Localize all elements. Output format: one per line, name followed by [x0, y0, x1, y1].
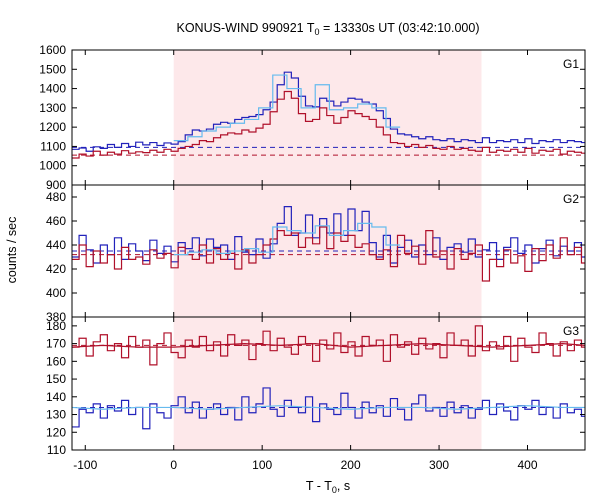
series-red-line: [72, 90, 585, 159]
series-light-blue-line: [72, 405, 585, 410]
panel-frame: [71, 316, 586, 451]
series-red-line: [72, 325, 585, 366]
y-tick-label: 170: [46, 337, 66, 351]
y-tick-label: 420: [46, 262, 66, 276]
panel-label: G2: [563, 192, 579, 206]
y-tick-label: 1500: [39, 62, 66, 76]
series-light-blue-line: [173, 222, 401, 256]
y-tick-label: 180: [46, 319, 66, 333]
y-tick-label: 1000: [39, 159, 66, 173]
y-tick-label: 140: [46, 390, 66, 404]
y-tick-label: 380: [46, 310, 66, 324]
y-tick-label: 440: [46, 238, 66, 252]
series-blue-line: [72, 206, 585, 264]
x-axis-title: T - T0, s: [306, 479, 350, 495]
panels-group: 9001000110012001300140015001600G13804004…: [39, 43, 586, 472]
y-tick-label: 460: [46, 214, 66, 228]
y-tick-label: 110: [47, 443, 66, 457]
x-tick-label: 400: [517, 458, 537, 472]
y-axis-title: counts / sec: [5, 217, 19, 284]
highlight-interval: [173, 317, 482, 450]
panel-label: G3: [563, 324, 579, 338]
y-tick-label: 130: [46, 408, 66, 422]
series-red-line: [72, 226, 585, 282]
panel-g2-plot: [72, 206, 585, 282]
x-tick-label: 300: [429, 458, 449, 472]
panel-label: G1: [563, 57, 579, 71]
y-tick-label: 1100: [40, 139, 66, 153]
y-tick-label: 160: [46, 354, 66, 368]
series-red-line: [72, 342, 585, 348]
x-tick-label: 200: [341, 458, 361, 472]
x-tick-label: 0: [170, 458, 177, 472]
y-tick-label: 900: [46, 178, 66, 192]
series-blue-line: [72, 71, 585, 152]
y-tick-label: 150: [46, 372, 66, 386]
y-tick-label: 1400: [39, 82, 66, 96]
y-tick-label: 480: [46, 190, 66, 204]
panel-g1-plot: [72, 71, 585, 159]
x-tick-label: -100: [73, 458, 97, 472]
highlight-interval: [173, 50, 482, 185]
x-tick-label: 100: [252, 458, 272, 472]
chart-title: KONUS-WIND 990921 T0 = 13330s UT (03:42:…: [177, 21, 480, 37]
y-tick-label: 1600: [39, 43, 66, 57]
y-tick-label: 400: [46, 286, 66, 300]
y-tick-label: 1300: [39, 101, 66, 115]
series-light-blue-line: [173, 74, 401, 142]
y-tick-label: 1200: [39, 120, 66, 134]
panel-g3-plot: [72, 325, 585, 430]
series-blue-line: [72, 387, 585, 430]
y-tick-label: 120: [46, 425, 66, 439]
